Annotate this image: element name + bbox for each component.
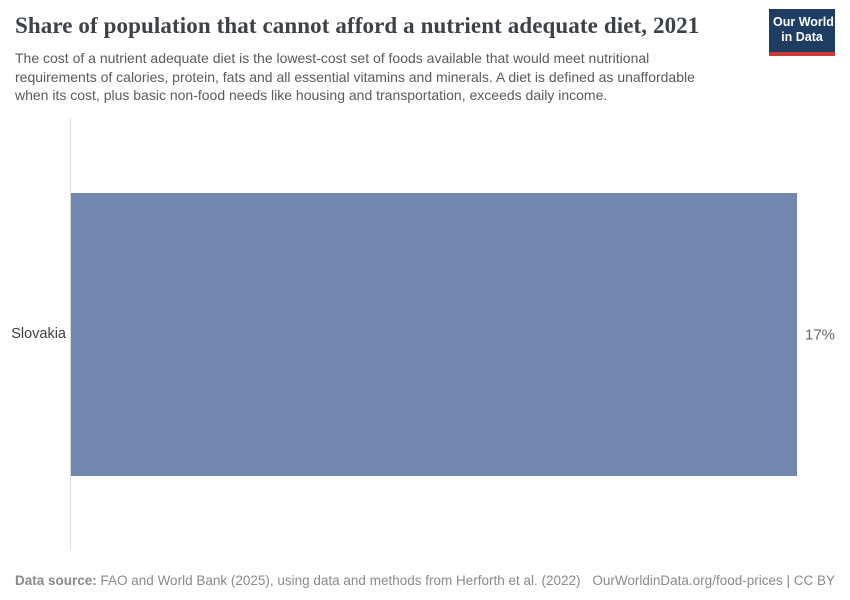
- footer-citation-link[interactable]: OurWorldinData.org/food-prices | CC BY: [592, 573, 835, 588]
- bar-track: [71, 193, 797, 476]
- y-axis-line: [70, 118, 71, 551]
- data-source-note: Data source: FAO and World Bank (2025), …: [15, 573, 581, 588]
- subtitle-line: requirements of calories, protein, fats …: [15, 68, 695, 85]
- value-label-slovakia: 17%: [805, 326, 836, 344]
- bar-slovakia[interactable]: [71, 193, 797, 476]
- data-source-label: Data source:: [15, 573, 97, 588]
- owid-logo-line1: Our World: [773, 15, 834, 29]
- subtitle-line: when its cost, plus basic non-food needs…: [15, 87, 608, 103]
- owid-logo-line2: in Data: [781, 30, 823, 44]
- chart-subtitle: The cost of a nutrient adequate diet is …: [15, 49, 760, 105]
- subtitle-line: The cost of a nutrient adequate diet is …: [15, 50, 650, 66]
- data-source-text: FAO and World Bank (2025), using data an…: [96, 573, 581, 588]
- plot-area: Slovakia 17%: [0, 118, 850, 551]
- footer: Data source: FAO and World Bank (2025), …: [15, 573, 835, 588]
- entity-label-slovakia: Slovakia: [11, 326, 66, 342]
- owid-logo[interactable]: Our World in Data: [769, 9, 835, 56]
- page-title: Share of population that cannot afford a…: [15, 13, 700, 38]
